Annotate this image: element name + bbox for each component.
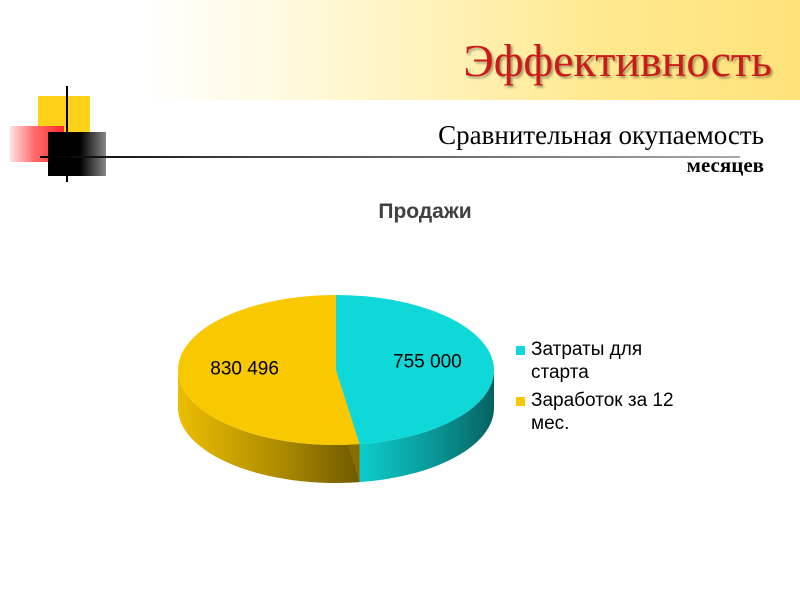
pie-slice-0: [336, 295, 495, 445]
pie-side-wall-0: [359, 370, 495, 483]
subtitle-line-1: Сравнительная окупаемость: [438, 120, 764, 150]
subtitle-line-2: месяцев: [686, 153, 764, 177]
slide-title: Эффективность: [463, 35, 772, 86]
decor-horizontal-line: [40, 156, 740, 158]
pie-data-label-1: 830 496: [210, 358, 279, 379]
legend-swatch-start-costs: [516, 346, 525, 355]
chart-legend: Затраты для старта Заработок за 12 мес.: [516, 338, 701, 440]
legend-item-start-costs: Затраты для старта: [516, 338, 701, 384]
decor-vertical-line: [66, 86, 68, 182]
pie-data-label-0: 755 000: [393, 352, 462, 373]
chart-title: Продажи: [378, 200, 472, 223]
decor-black-square: [48, 132, 106, 176]
legend-label-start-costs: Затраты для старта: [531, 339, 643, 383]
pie-slice-1: [178, 295, 360, 445]
pie-side-wall-1: [177, 370, 360, 483]
legend-item-earnings: Заработок за 12 мес.: [516, 389, 701, 435]
legend-swatch-earnings: [516, 397, 525, 406]
slide-subtitle: Сравнительная окупаемость месяцев: [438, 118, 764, 178]
header-gradient-band: [0, 0, 800, 100]
legend-label-earnings: Заработок за 12 мес.: [531, 390, 674, 434]
